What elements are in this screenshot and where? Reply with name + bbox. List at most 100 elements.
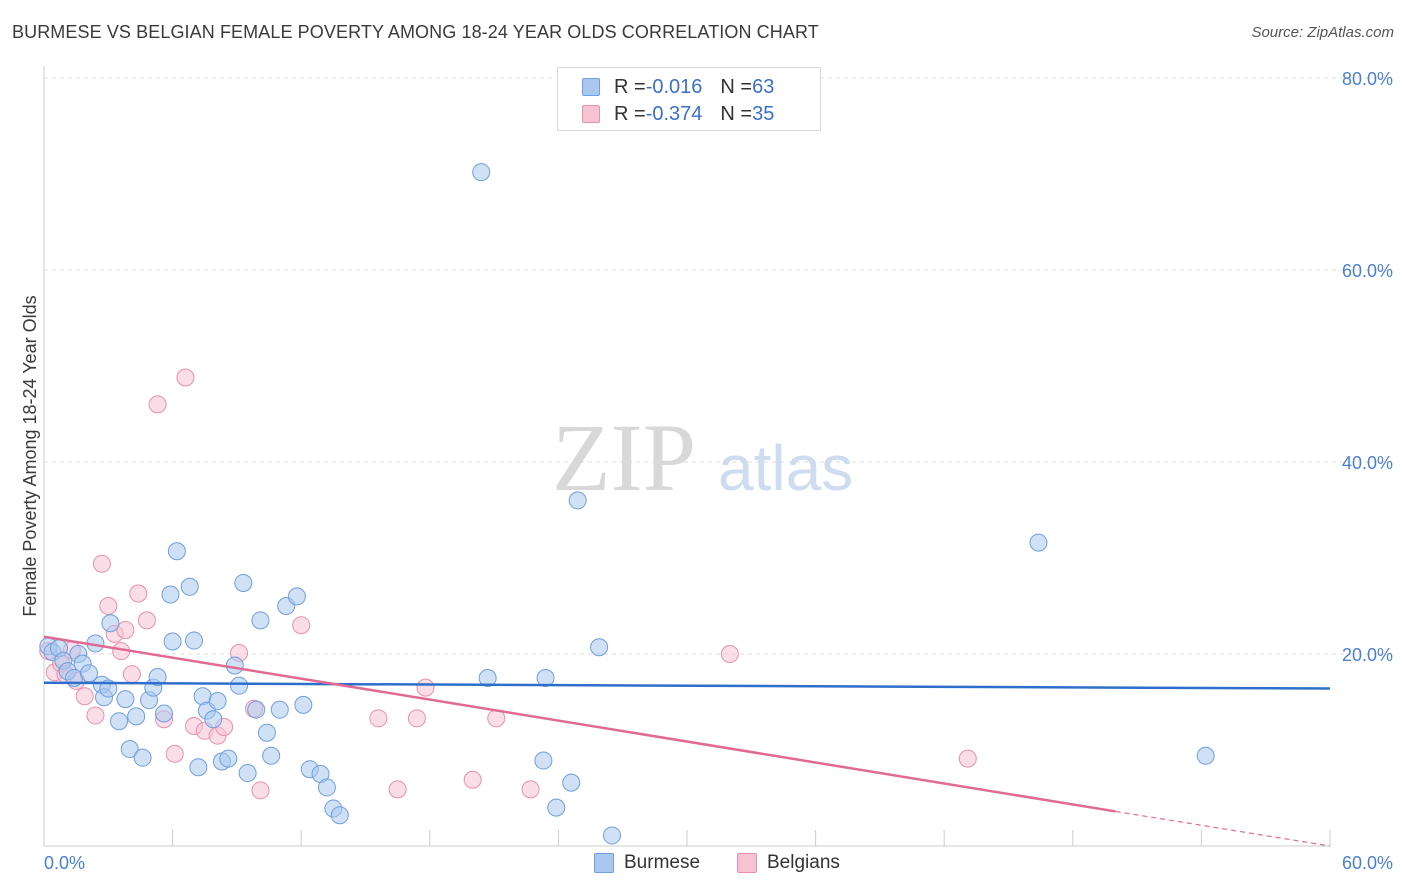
burmese-point [127,707,146,726]
bottom-legend-swatch-belgians [737,853,757,873]
legend-r-label: R = [614,75,646,98]
burmese-point [330,806,349,825]
belgian-point [116,621,135,639]
burmese-point [257,723,276,742]
legend-row-burmese: R = -0.016 N = 63 [582,75,774,99]
burmese-point [251,611,270,630]
burmese-point [536,669,555,687]
legend-r-value: -0.016 [645,75,703,98]
burmese-point [155,704,174,723]
burmese-point [80,664,99,683]
burmese-point [568,491,587,510]
legend-n-value: 63 [752,75,775,98]
belgian-point [86,706,105,725]
legend-row-belgians: R = -0.374 N = 35 [582,102,774,126]
bottom-legend-label-burmese: Burmese [624,852,701,873]
burmese-trendline [43,681,1331,690]
burmese-point [225,656,244,675]
belgian-trendline-extension [1115,810,1331,847]
belgian-point [369,709,388,728]
belgian-trendline [43,635,1116,813]
y-tick-label: 20.0% [1342,645,1393,665]
y-tick-label: 40.0% [1342,453,1393,473]
legend-n-label: N = [720,75,753,98]
belgian-point [251,781,270,800]
burmese-point [230,676,249,695]
burmese-point [1029,533,1048,552]
burmese-point [116,690,135,709]
belgian-point [122,665,141,684]
burmese-point [234,573,253,592]
grid-lines [44,77,1392,655]
burmese-point [547,798,566,817]
axes [43,66,1331,847]
bottom-legend-swatch-burmese [594,853,614,873]
burmese-point [185,631,204,650]
burmese-point [219,749,238,768]
belgian-point [99,597,118,615]
burmese-point [534,751,553,770]
belgian-point [165,744,184,763]
chart-title: BURMESE VS BELGIAN FEMALE POVERTY AMONG … [12,22,819,42]
legend-swatch-burmese [582,78,600,96]
burmese-point [287,587,306,606]
y-tick-label: 60.0% [1342,261,1393,281]
trendlines [43,635,1331,847]
burmese-point [120,740,139,759]
burmese-point [204,710,223,729]
belgian-point [388,780,407,799]
burmese-point [262,746,281,765]
belgian-point [958,749,977,768]
belgian-point [137,611,156,630]
legend: R = -0.016 N = 63 R = -0.374 N = 35 [557,67,821,131]
x-tick-label: 0.0% [44,853,85,873]
burmese-point [590,638,609,657]
bottom-legend-label-belgians: Belgians [767,852,840,873]
burmese-point [270,700,289,719]
belgian-point [521,780,540,799]
belgian-point [75,687,94,706]
legend-r-label: R = [614,102,646,125]
burmese-point [602,826,621,845]
burmese-point [317,778,336,797]
burmese-point [208,692,227,711]
belgian-point [129,584,148,603]
bottom-legend-burmese: Burmese [594,852,700,874]
burmese-point [148,668,167,687]
burmese-point [294,695,313,714]
belgian-point [416,678,435,697]
y-tick-label: 80.0% [1342,69,1393,89]
belgian-point [176,368,195,387]
burmese-point [472,163,491,182]
burmese-point [163,632,182,651]
source-label: Source: ZipAtlas.com [1251,24,1394,41]
watermark-atlas: atlas [718,432,853,504]
burmese-point [110,712,129,731]
burmese-point [180,577,199,596]
burmese-point [238,764,257,783]
belgian-point [407,709,426,728]
burmese-point [189,758,208,777]
legend-swatch-belgians [582,105,600,123]
burmese-point [167,542,186,561]
tick-labels: 20.0% 40.0% 60.0% 80.0% 0.0% 60.0% [44,69,1393,873]
burmese-point [478,669,497,687]
y-axis-label: Female Poverty Among 18-24 Year Olds [20,295,40,616]
belgian-point [148,395,167,414]
legend-n-value: 35 [752,102,775,125]
belgian-point [720,645,739,663]
belgian-point [463,770,482,789]
bottom-legend-belgians: Belgians [737,852,840,874]
burmese-point [1196,746,1215,765]
burmese-point [101,614,120,633]
burmese-point [562,773,581,792]
burmese-point [247,700,266,719]
legend-r-value: -0.374 [645,102,703,125]
burmese-point [133,748,152,767]
belgian-point [92,554,111,573]
belgian-point [292,616,311,635]
legend-n-label: N = [720,102,753,125]
burmese-point [161,585,180,604]
x-tick-label: 60.0% [1342,853,1393,873]
